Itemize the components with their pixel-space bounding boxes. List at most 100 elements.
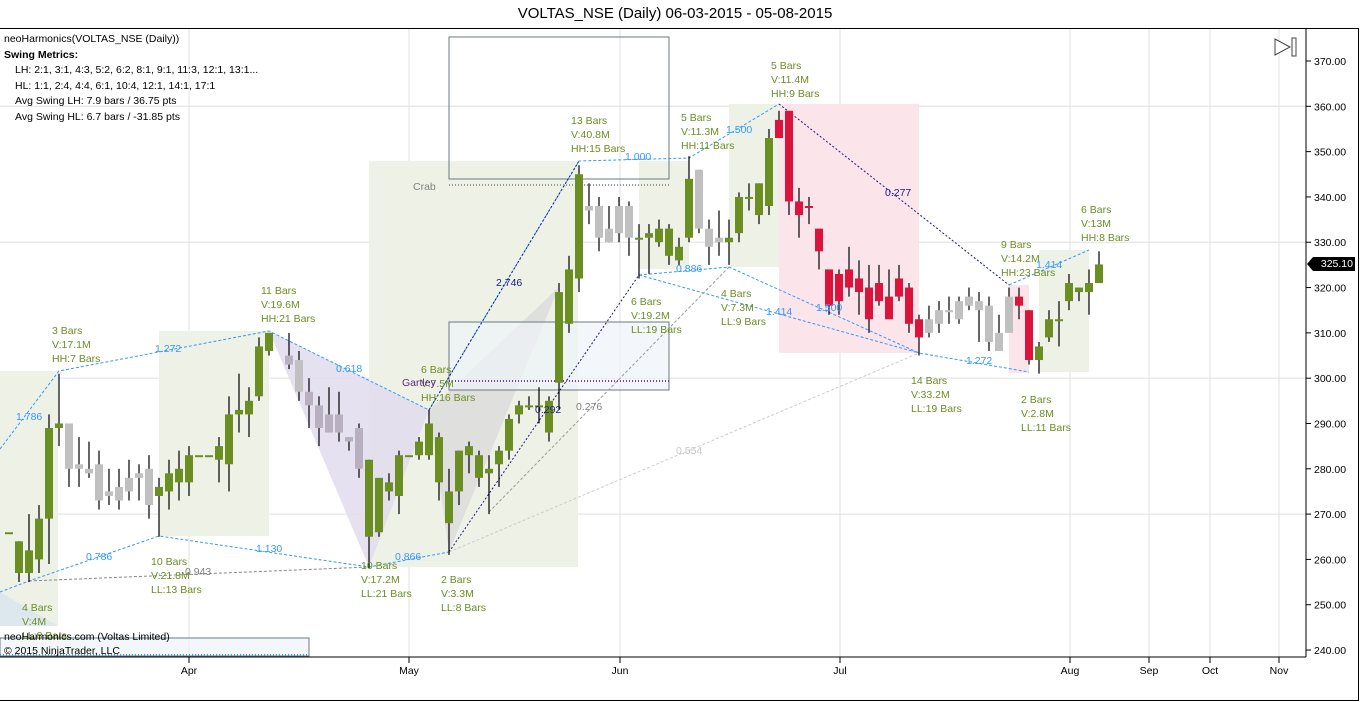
chart-footer: neoHarmonics.com (Voltas Limited) © 2015…: [4, 630, 170, 658]
svg-text:V:13M: V:13M: [1081, 218, 1111, 230]
svg-text:13 Bars: 13 Bars: [571, 115, 607, 127]
svg-text:0.292: 0.292: [535, 404, 561, 416]
svg-text:0.554: 0.554: [676, 445, 702, 457]
svg-text:9 Bars: 9 Bars: [1001, 239, 1031, 251]
svg-text:360.00: 360.00: [1314, 101, 1346, 113]
x-axis[interactable]: Apr May Jun Jul Aug Sep Oct Nov: [181, 657, 1289, 677]
svg-text:0.886: 0.886: [676, 263, 702, 275]
svg-text:V:7.3M: V:7.3M: [721, 302, 754, 314]
hl-metrics: HL: 1:1, 2:4, 4:4, 6:1, 10:4, 12:1, 14:1…: [15, 79, 216, 92]
svg-text:Sep: Sep: [1140, 665, 1159, 677]
svg-text:Crab: Crab: [413, 181, 436, 193]
lh-metrics: LH: 2:1, 3:1, 4:3, 5:2, 6:2, 8:1, 9:1, 1…: [15, 64, 259, 76]
pattern-labels: Crab Gartley: [402, 181, 437, 389]
svg-text:5 Bars: 5 Bars: [681, 112, 711, 124]
svg-text:V:33.2M: V:33.2M: [911, 389, 950, 401]
svg-text:V:7.5M: V:7.5M: [421, 378, 454, 390]
swing-annotations: 3 Bars V:17.1M HH:7 Bars 4 Bars V:4M LL:8 Bar…: [22, 60, 1129, 642]
svg-text:260.00: 260.00: [1314, 554, 1346, 566]
svg-text:1.130: 1.130: [256, 543, 282, 555]
play-end-icon: [1274, 37, 1297, 57]
swing-metrics-heading: Swing Metrics:: [4, 48, 79, 61]
svg-text:1.500: 1.500: [816, 302, 842, 314]
svg-text:0.786: 0.786: [86, 551, 112, 563]
svg-text:300.00: 300.00: [1314, 373, 1346, 385]
svg-text:0.277: 0.277: [885, 187, 911, 199]
svg-text:HH:15 Bars: HH:15 Bars: [571, 143, 625, 155]
svg-text:290.00: 290.00: [1314, 418, 1346, 430]
svg-text:1.786: 1.786: [16, 411, 42, 423]
candlesticks: [5, 110, 1103, 583]
svg-text:1.272: 1.272: [966, 355, 992, 367]
svg-text:2 Bars: 2 Bars: [1021, 394, 1051, 406]
svg-text:1.000: 1.000: [625, 151, 651, 163]
svg-text:May: May: [399, 665, 420, 677]
svg-text:Nov: Nov: [1270, 665, 1289, 677]
svg-text:V:21.8M: V:21.8M: [151, 570, 190, 582]
svg-text:HH:7 Bars: HH:7 Bars: [52, 353, 100, 365]
svg-text:HH:16 Bars: HH:16 Bars: [421, 392, 475, 404]
svg-text:4 Bars: 4 Bars: [22, 602, 52, 614]
svg-text:V:17.2M: V:17.2M: [361, 574, 400, 586]
footer-copyright: © 2015 NinjaTrader, LLC: [4, 645, 120, 657]
svg-text:1.500: 1.500: [726, 124, 752, 136]
svg-text:0.943: 0.943: [185, 566, 211, 578]
chart-frame: [0, 28, 1359, 701]
svg-text:0.866: 0.866: [395, 551, 421, 563]
svg-text:HH:8 Bars: HH:8 Bars: [1081, 232, 1129, 244]
svg-text:2.746: 2.746: [496, 277, 522, 289]
indicator-name: neoHarmonics(VOLTAS_NSE (Daily)): [4, 33, 180, 45]
svg-text:14 Bars: 14 Bars: [911, 375, 947, 387]
indicator-info-panel: neoHarmonics(VOLTAS_NSE (Daily)) Swing M…: [4, 32, 258, 125]
svg-text:V:11.4M: V:11.4M: [771, 74, 809, 86]
y-axis[interactable]: 370.00 360.00 350.00 340.00 330.00 320.00 310.…: [1306, 56, 1346, 657]
svg-text:V:3.3M: V:3.3M: [441, 588, 474, 600]
svg-text:10 Bars: 10 Bars: [361, 560, 397, 572]
svg-text:LL:8 Bars: LL:8 Bars: [441, 602, 486, 614]
svg-text:V:14.2M: V:14.2M: [1001, 253, 1040, 265]
svg-text:V:19.6M: V:19.6M: [261, 299, 300, 311]
svg-text:1.414: 1.414: [766, 306, 792, 318]
svg-text:4 Bars: 4 Bars: [721, 288, 751, 300]
svg-text:270.00: 270.00: [1314, 509, 1346, 521]
svg-text:Jul: Jul: [833, 665, 846, 677]
svg-text:LL:13 Bars: LL:13 Bars: [151, 584, 202, 596]
chart-title: VOLTAS_NSE (Daily) 06-03-2015 - 05-08-20…: [517, 5, 833, 22]
svg-text:Jun: Jun: [612, 665, 629, 677]
svg-text:1.414: 1.414: [1036, 259, 1062, 271]
svg-text:V:17.1M: V:17.1M: [52, 339, 91, 351]
svg-text:V:4M: V:4M: [22, 616, 46, 628]
svg-text:HH:23 Bars: HH:23 Bars: [1001, 267, 1055, 279]
ratio-labels: 1.786 1.272 0.786 1.130 0.943 0.618 0.866 2.746…: [16, 124, 1062, 578]
svg-text:0.276: 0.276: [576, 401, 602, 413]
svg-text:310.00: 310.00: [1314, 328, 1346, 340]
footer-source: neoHarmonics.com (Voltas Limited): [4, 631, 170, 643]
svg-text:3 Bars: 3 Bars: [52, 325, 82, 337]
svg-text:330.00: 330.00: [1314, 237, 1346, 249]
svg-text:Oct: Oct: [1202, 665, 1218, 677]
svg-text:Aug: Aug: [1061, 665, 1080, 677]
svg-text:5 Bars: 5 Bars: [771, 60, 801, 72]
svg-text:250.00: 250.00: [1314, 600, 1346, 612]
svg-text:V:11.3M: V:11.3M: [681, 126, 719, 138]
svg-text:HH:9 Bars: HH:9 Bars: [771, 88, 819, 100]
avg-swing-lh: Avg Swing LH: 7.9 bars / 36.75 pts: [15, 95, 177, 107]
svg-text:HH:21 Bars: HH:21 Bars: [261, 313, 315, 325]
svg-text:350.00: 350.00: [1314, 147, 1346, 159]
svg-text:240.00: 240.00: [1314, 645, 1346, 657]
svg-text:0.618: 0.618: [336, 363, 362, 375]
svg-text:V:2.8M: V:2.8M: [1021, 408, 1054, 420]
svg-text:2 Bars: 2 Bars: [441, 574, 471, 586]
svg-text:320.00: 320.00: [1314, 283, 1346, 295]
svg-text:1.272: 1.272: [155, 343, 181, 355]
svg-text:LL:19 Bars: LL:19 Bars: [911, 403, 962, 415]
svg-text:LL:8 Bars: LL:8 Bars: [22, 630, 67, 642]
svg-text:340.00: 340.00: [1314, 192, 1346, 204]
svg-text:Apr: Apr: [181, 665, 198, 677]
svg-text:LL:19 Bars: LL:19 Bars: [631, 324, 682, 336]
scroll-to-end-button[interactable]: [1274, 37, 1298, 59]
svg-text:6 Bars: 6 Bars: [631, 296, 661, 308]
svg-text:6 Bars: 6 Bars: [1081, 204, 1111, 216]
svg-text:10 Bars: 10 Bars: [151, 556, 187, 568]
